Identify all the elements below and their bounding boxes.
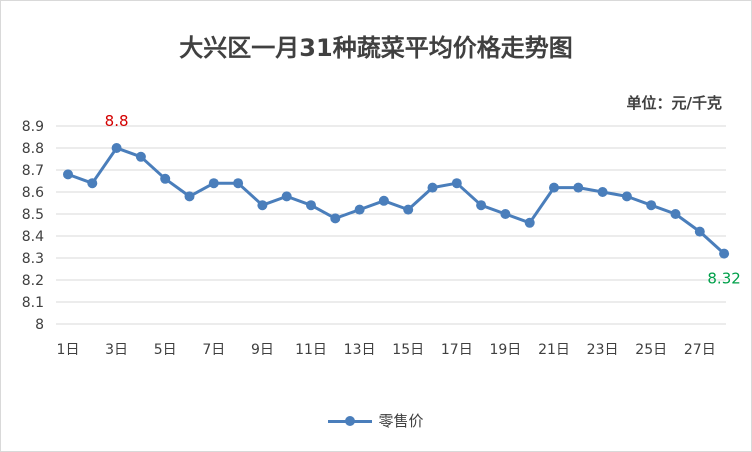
data-point (281, 191, 292, 202)
y-tick-label: 8 (35, 317, 44, 333)
x-tick-label: 13日 (344, 342, 376, 358)
data-point (549, 182, 559, 193)
x-tick-label: 11日 (295, 342, 327, 358)
y-tick-label: 8.4 (22, 229, 44, 245)
data-point (427, 182, 438, 193)
data-point (403, 204, 414, 215)
unit-label: 单位：元/千克 (626, 94, 722, 112)
data-point (257, 200, 268, 211)
y-tick-label: 8.8 (22, 141, 44, 157)
data-point (597, 187, 608, 197)
x-tick-label: 9日 (251, 342, 274, 358)
data-point (208, 178, 219, 189)
data-point (500, 209, 511, 219)
data-label: 8.8 (105, 112, 129, 130)
legend-label: 零售价 (378, 412, 424, 430)
data-point (573, 182, 584, 193)
y-tick-label: 8.9 (22, 119, 44, 135)
data-point (719, 248, 730, 259)
x-tick-label: 3日 (105, 342, 128, 358)
data-point (621, 191, 632, 202)
data-point (670, 209, 681, 219)
x-tick-label: 7日 (202, 342, 225, 358)
data-point (306, 200, 316, 211)
legend: 零售价 (0, 410, 752, 431)
y-tick-label: 8.7 (22, 163, 44, 179)
x-tick-label: 25日 (635, 342, 667, 358)
data-point (330, 213, 341, 224)
series-line (67, 146, 726, 255)
data-point (184, 191, 195, 202)
x-tick-label: 19日 (489, 342, 521, 358)
data-point (233, 178, 244, 189)
data-point (354, 204, 365, 215)
x-tick-label: 17日 (441, 342, 473, 358)
data-point (87, 178, 98, 189)
x-tick-label: 15日 (392, 342, 424, 358)
x-tick-label: 21日 (538, 342, 570, 358)
data-point (524, 217, 535, 228)
y-tick-label: 8.3 (22, 251, 44, 267)
data-point (135, 151, 146, 162)
x-tick-label: 1日 (57, 342, 80, 358)
y-tick-label: 8.1 (22, 295, 44, 311)
data-point (63, 169, 73, 180)
chart-title: 大兴区一月31种蔬菜平均价格走势图 (179, 34, 573, 62)
data-point (694, 226, 705, 237)
x-tick-label: 27日 (684, 342, 716, 358)
data-point (111, 143, 122, 153)
x-tick-label: 23日 (587, 342, 619, 358)
data-point (451, 178, 462, 189)
data-point (160, 173, 171, 184)
legend-marker (328, 414, 373, 428)
y-tick-label: 8.6 (22, 185, 44, 201)
y-tick-label: 8.5 (22, 207, 44, 223)
data-point (476, 200, 487, 211)
y-tick-label: 8.2 (22, 273, 44, 289)
data-label: 8.32 (707, 270, 740, 288)
x-tick-label: 5日 (154, 342, 177, 358)
data-point (378, 195, 389, 206)
data-point (646, 200, 657, 211)
